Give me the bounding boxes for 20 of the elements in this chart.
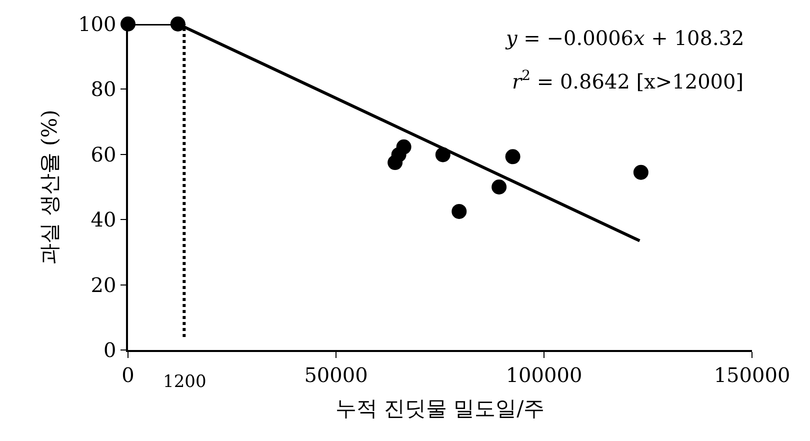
- point: [505, 149, 520, 164]
- y-tick-label: 20: [90, 272, 116, 297]
- x-tick-label: 100000: [506, 362, 582, 387]
- y-tick-label: 100: [78, 12, 116, 36]
- point: [452, 204, 467, 219]
- point: [396, 139, 412, 154]
- x-tick-label: 0: [122, 362, 134, 387]
- y-tick-label: 40: [90, 208, 116, 232]
- x-axis-title: 누적 진딧물 밀도일/주: [335, 396, 545, 420]
- annotation: r$^{2}$ = 0.8642 [x>12000]: [512, 68, 744, 94]
- x-tick-label: 50000: [304, 362, 368, 387]
- x-tick-label: 150000: [714, 362, 790, 387]
- point: [492, 180, 507, 194]
- annotation: y = −0.0006x + 108.32: [505, 26, 744, 50]
- y-tick-label: 80: [90, 77, 116, 102]
- y-tick-label: 0: [104, 338, 116, 362]
- y-tick-label: 60: [90, 142, 116, 166]
- point: [633, 164, 648, 180]
- y-axis-title: 과실 생산율 (%): [38, 110, 62, 264]
- text: 1200: [163, 372, 206, 392]
